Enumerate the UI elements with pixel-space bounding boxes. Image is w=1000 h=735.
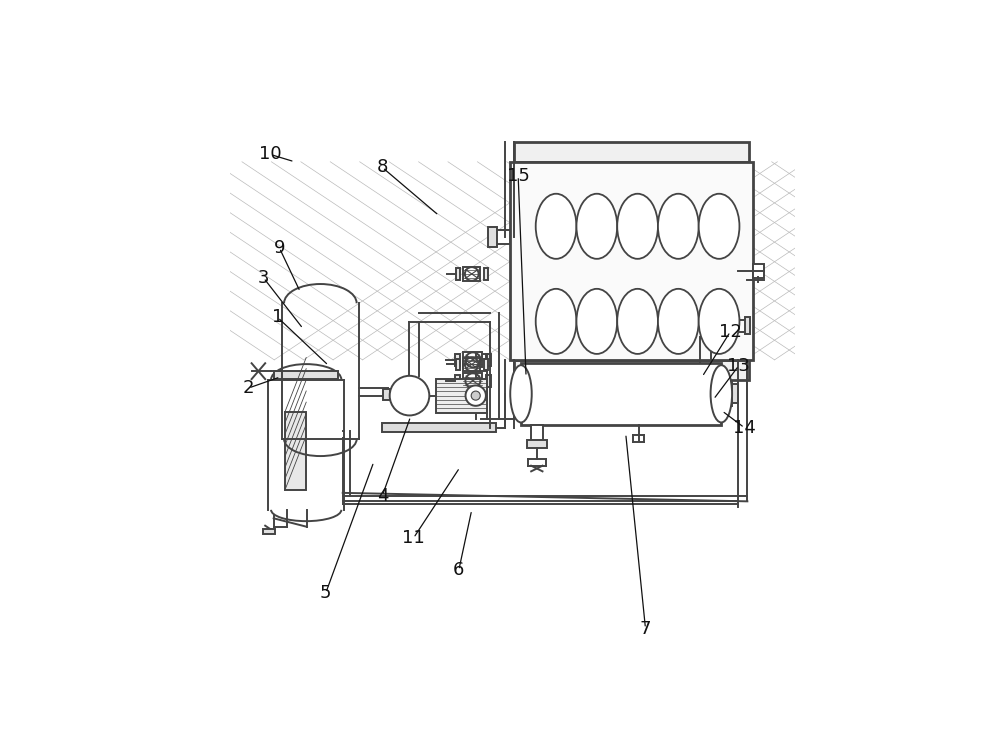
- Bar: [436, 379, 487, 412]
- Bar: [382, 423, 496, 432]
- Ellipse shape: [699, 289, 739, 354]
- Text: 11: 11: [402, 529, 425, 547]
- Bar: [514, 142, 749, 162]
- Text: 14: 14: [733, 419, 756, 437]
- Text: 1: 1: [272, 309, 283, 326]
- Bar: [753, 264, 764, 278]
- Ellipse shape: [576, 194, 617, 259]
- Bar: [456, 268, 460, 279]
- Bar: [274, 371, 338, 379]
- Bar: [721, 381, 732, 406]
- Bar: [263, 529, 275, 534]
- Bar: [455, 354, 460, 366]
- FancyBboxPatch shape: [521, 362, 721, 425]
- Bar: [496, 230, 510, 244]
- Circle shape: [390, 376, 429, 415]
- Text: 6: 6: [453, 562, 464, 579]
- Bar: [510, 162, 753, 360]
- Text: 3: 3: [258, 269, 269, 287]
- Ellipse shape: [536, 194, 576, 259]
- Bar: [463, 373, 482, 388]
- Bar: [463, 267, 480, 281]
- Text: 4: 4: [377, 487, 388, 505]
- Text: 2: 2: [242, 379, 254, 397]
- Ellipse shape: [658, 289, 699, 354]
- Bar: [285, 412, 306, 490]
- Bar: [531, 425, 543, 441]
- Text: 7: 7: [640, 620, 651, 638]
- Bar: [745, 318, 750, 334]
- Text: 12: 12: [719, 323, 742, 340]
- Bar: [488, 227, 497, 247]
- Bar: [455, 375, 460, 387]
- Bar: [486, 375, 491, 387]
- Ellipse shape: [711, 365, 732, 423]
- Text: 15: 15: [507, 167, 530, 185]
- Ellipse shape: [576, 289, 617, 354]
- Circle shape: [466, 385, 486, 406]
- Ellipse shape: [617, 194, 658, 259]
- Bar: [484, 268, 488, 279]
- Text: 8: 8: [377, 159, 388, 176]
- Bar: [476, 354, 487, 370]
- Text: 13: 13: [727, 356, 750, 375]
- Circle shape: [471, 391, 480, 400]
- Bar: [514, 360, 749, 380]
- Text: 5: 5: [320, 584, 331, 602]
- Ellipse shape: [658, 194, 699, 259]
- Bar: [463, 357, 480, 371]
- Text: 9: 9: [274, 239, 285, 257]
- Bar: [463, 352, 482, 368]
- Ellipse shape: [536, 289, 576, 354]
- Bar: [383, 390, 390, 400]
- Bar: [484, 359, 488, 370]
- Ellipse shape: [617, 289, 658, 354]
- Text: 10: 10: [259, 146, 282, 163]
- Bar: [486, 354, 491, 366]
- Bar: [456, 359, 460, 370]
- Ellipse shape: [699, 194, 739, 259]
- Bar: [732, 384, 738, 404]
- Bar: [527, 440, 547, 448]
- Ellipse shape: [510, 365, 532, 423]
